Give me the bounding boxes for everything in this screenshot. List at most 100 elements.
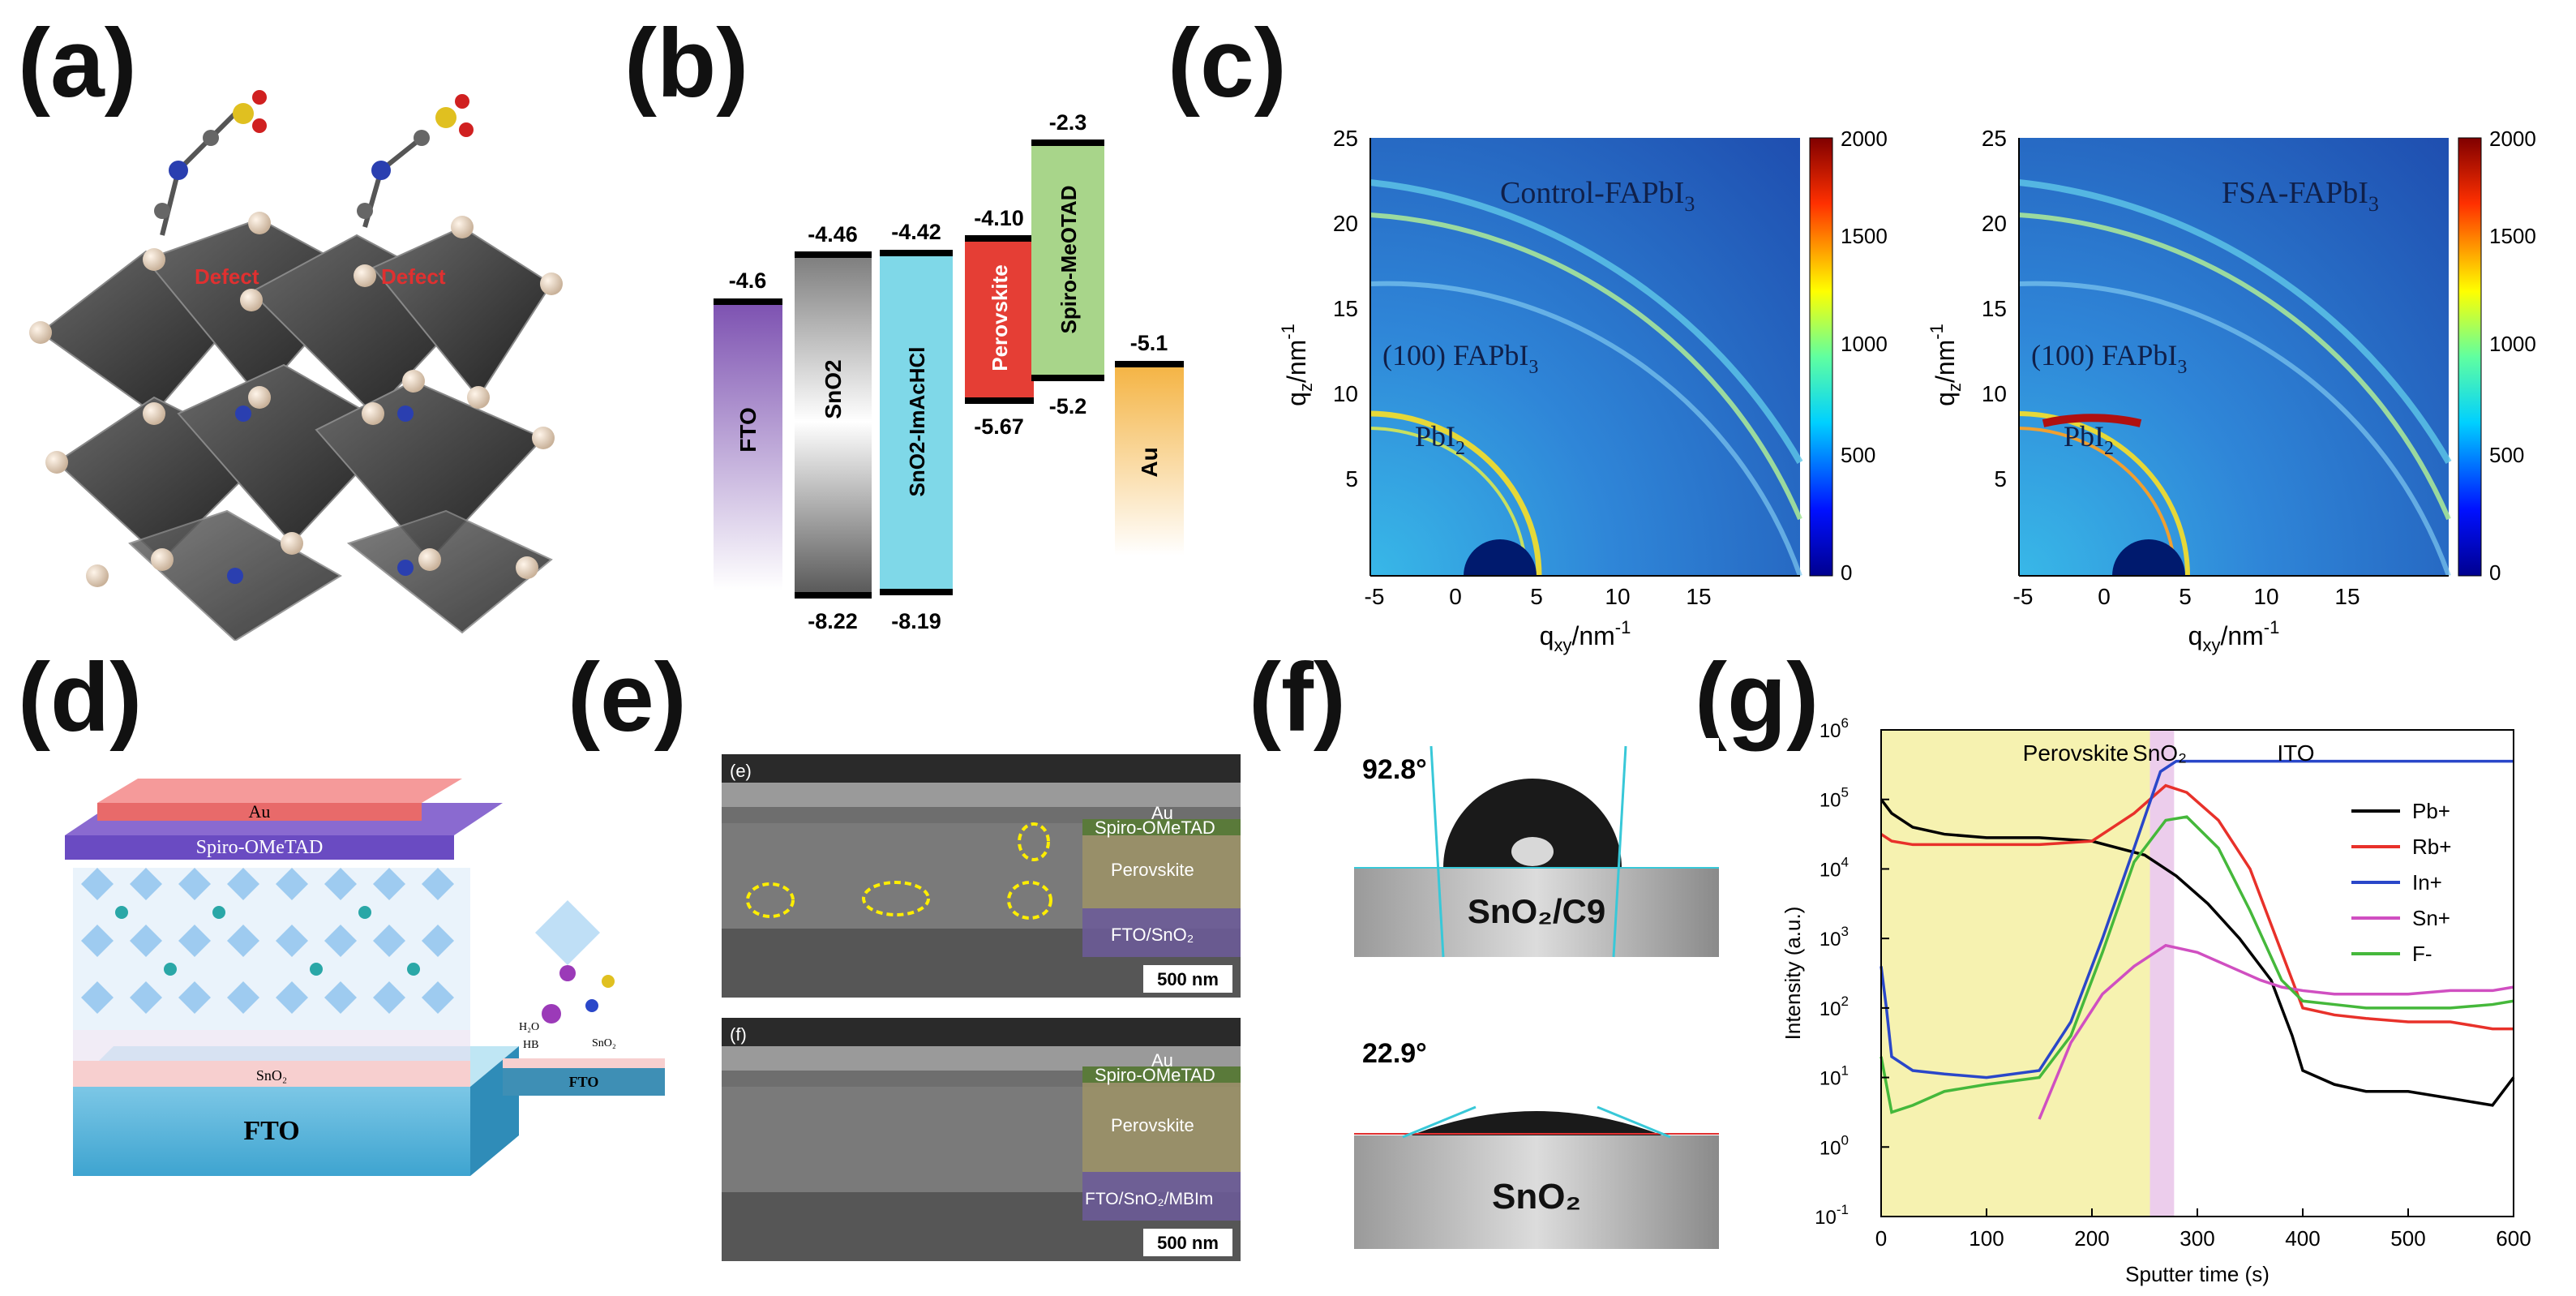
right-ytick: 5 bbox=[1994, 466, 2007, 491]
legend-label: Rb+ bbox=[2412, 835, 2451, 859]
spiro-top-level bbox=[1031, 139, 1104, 146]
left-colorbar bbox=[1809, 137, 1833, 577]
au-slab-label: Au bbox=[249, 801, 271, 822]
right-colorbar bbox=[2458, 137, 2482, 577]
right-xtick: 15 bbox=[2334, 584, 2360, 609]
right-xtick: -5 bbox=[2013, 584, 2034, 609]
sem-top-spiro: Spiro-OMeTAD bbox=[1095, 818, 1215, 838]
spiro-bottom-level bbox=[1031, 375, 1104, 381]
panel-label-f: (f) bbox=[1249, 643, 1346, 752]
inset-fto-label: FTO bbox=[569, 1074, 599, 1090]
sem-top-scalebar: 500 nm bbox=[1157, 969, 1219, 989]
panel-label-d: (d) bbox=[18, 643, 143, 752]
panel-a-structure: Defect Defect bbox=[29, 90, 563, 641]
right-ytick: 20 bbox=[1982, 211, 2007, 236]
right-map-title: FSA-FAPbI3 bbox=[2222, 176, 2379, 216]
sem-bottom-tag: (f) bbox=[730, 1024, 747, 1045]
series-line-Sn+ bbox=[2038, 943, 2514, 1120]
octahedra bbox=[39, 217, 553, 641]
left-cbar-tick: 0 bbox=[1841, 560, 1852, 585]
region-band bbox=[2174, 730, 2514, 1217]
x-axis-label: Sputter time (s) bbox=[2125, 1262, 2270, 1286]
x-tick-label: 400 bbox=[2285, 1226, 2320, 1251]
region-label: ITO bbox=[2277, 740, 2314, 766]
region-label: SnO₂ bbox=[2132, 740, 2187, 766]
au-slab bbox=[97, 803, 422, 821]
y-axis-label: Intensity (a.u.) bbox=[1781, 907, 1805, 1041]
contact-bottom: 22.9° SnO₂ bbox=[1354, 1006, 1719, 1249]
series-line-In+ bbox=[1879, 759, 2514, 1079]
y-tick-label: 106 bbox=[1819, 715, 1849, 742]
right-beamstop bbox=[2112, 539, 2185, 576]
y-ticks: 10-1 100 101 102 103 104 105 106 bbox=[1815, 715, 1889, 1229]
perovskite-bar bbox=[965, 235, 1034, 397]
panel-label-e: (e) bbox=[568, 643, 687, 752]
legend: Pb+ Rb+ In+ Sn+ F- bbox=[2351, 799, 2451, 966]
left-ytick: 20 bbox=[1333, 211, 1358, 236]
panel-label-c: (c) bbox=[1168, 9, 1287, 118]
imac-bar bbox=[880, 250, 953, 589]
perovskite-lattice bbox=[73, 868, 470, 1030]
sem-top-fto: FTO/SnO₂ bbox=[1111, 925, 1194, 945]
panel-d-device: FTO SnO₂ Spiro-OMeTAD Au H₂O HB SnO₂ bbox=[65, 779, 665, 1176]
left-cbar-tick: 1000 bbox=[1841, 332, 1888, 356]
left-xtick: 15 bbox=[1686, 584, 1711, 609]
y-tick-label: 10-1 bbox=[1815, 1202, 1849, 1229]
left-cbar-tick: 1500 bbox=[1841, 224, 1888, 248]
inset-sno2-label: SnO₂ bbox=[592, 1037, 616, 1049]
spiro-name: Spiro-MeOTAD bbox=[1057, 186, 1081, 334]
y-tick-label: 103 bbox=[1819, 924, 1849, 951]
defect-label-2: Defect bbox=[381, 264, 446, 289]
right-cbar-tick: 0 bbox=[2489, 560, 2501, 585]
series-line-Rb+ bbox=[1880, 783, 2514, 1031]
sno2-top-level bbox=[795, 251, 872, 258]
sem-bottom-scalebar: 500 nm bbox=[1157, 1233, 1219, 1253]
y-tick-label: 102 bbox=[1819, 993, 1849, 1020]
inset-hb-label: HB bbox=[523, 1039, 538, 1051]
legend-label: Sn+ bbox=[2412, 906, 2450, 930]
imac-bottom-level bbox=[880, 589, 953, 595]
au-top-value: -5.1 bbox=[1130, 331, 1168, 355]
sno2-bottom-value: -8.22 bbox=[808, 609, 858, 633]
sem-top-perovskite: Perovskite bbox=[1111, 860, 1194, 880]
right-ytick: 10 bbox=[1982, 381, 2007, 406]
au-bar bbox=[1115, 361, 1184, 556]
region-labels: Perovskite SnO₂ ITO bbox=[2023, 740, 2315, 766]
fto-top-value: -4.6 bbox=[729, 268, 767, 293]
left-ytick: 5 bbox=[1345, 466, 1358, 491]
right-y-axis-label: qz/nm-1 bbox=[1927, 324, 1965, 406]
inset-h2o-label: H₂O bbox=[519, 1021, 539, 1033]
spiro-bottom-value: -5.2 bbox=[1049, 394, 1087, 418]
sem-top-tag: (e) bbox=[730, 761, 752, 781]
sem-top-au: Au bbox=[1151, 803, 1173, 823]
au-level bbox=[1115, 361, 1184, 367]
imac-top-level bbox=[880, 250, 953, 256]
left-map-title: Control-FAPbI3 bbox=[1500, 176, 1695, 216]
y-tick-label: 105 bbox=[1819, 785, 1849, 812]
sno2-slab bbox=[73, 1061, 470, 1087]
x-tick-label: 0 bbox=[1875, 1226, 1887, 1251]
right-peak-pbi2: PbI2 bbox=[2064, 420, 2114, 459]
sno2-name: SnO2 bbox=[821, 359, 846, 418]
right-x-axis-label: qxy/nm-1 bbox=[2188, 617, 2280, 655]
molecule-dots bbox=[73, 1030, 470, 1061]
sem-bottom-fto: FTO/SnO₂/MBIm bbox=[1085, 1190, 1213, 1208]
left-xtick: 5 bbox=[1530, 584, 1543, 609]
inset-fto-slab bbox=[503, 1068, 665, 1096]
perovskite-top-value: -4.10 bbox=[974, 206, 1024, 230]
panel-e-sem: (e) Au Spiro-OMeTAD Perovskite FTO/SnO₂ … bbox=[722, 754, 1241, 1261]
y-tick-label: 104 bbox=[1819, 854, 1849, 881]
bottom-substrate-label: SnO₂ bbox=[1492, 1177, 1581, 1217]
left-ytick: 25 bbox=[1333, 126, 1358, 151]
legend-label: Pb+ bbox=[2412, 799, 2450, 823]
sno2-top-value: -4.46 bbox=[808, 222, 858, 247]
series-line-F- bbox=[1879, 815, 2514, 1114]
left-xtick: -5 bbox=[1365, 584, 1385, 609]
fsa-molecules bbox=[154, 90, 474, 584]
right-xtick: 5 bbox=[2179, 584, 2192, 609]
sno2-bar bbox=[795, 251, 872, 592]
x-tick-label: 300 bbox=[2180, 1226, 2214, 1251]
iodide-spheres bbox=[29, 212, 563, 587]
spiro-slab bbox=[65, 835, 454, 860]
contact-top: 92.8° SnO₂/C9 bbox=[1354, 738, 1719, 958]
